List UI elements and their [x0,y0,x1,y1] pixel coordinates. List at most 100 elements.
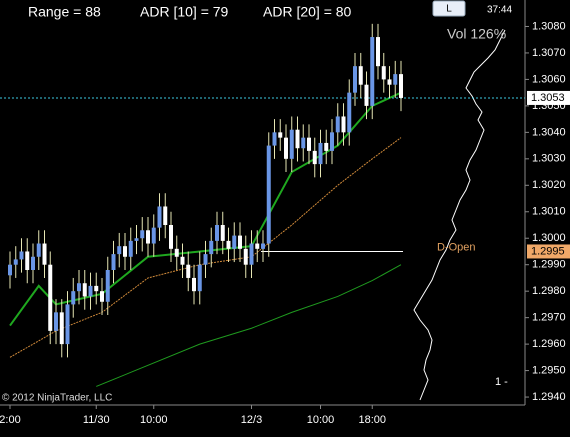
x-tick-label: 12/3 [241,414,262,426]
candle-body [376,37,380,67]
d-open-label: D-Open [437,241,476,253]
candle-body [238,235,242,249]
y-tick-label: 1.2990 [532,259,566,271]
candle-body [128,240,133,257]
candle-body [71,291,76,305]
candle-body [94,285,99,292]
y-tick-label: 1.2980 [532,285,566,297]
y-tick-label: 1.3030 [532,153,566,165]
candle-body [330,132,334,151]
candle-body [13,259,18,265]
candle-body [249,243,254,265]
timer: 37:44 [487,5,512,16]
candle-body [266,145,271,244]
d-open-box [527,244,570,259]
current-price: 1.3053 [531,92,565,104]
y-tick-label: 1.3070 [532,47,566,59]
x-tick-label: 10:00 [140,414,168,426]
candle-body [307,137,311,151]
candle-body [42,243,47,265]
candle-body [163,206,168,225]
candle-body [192,277,196,292]
y-tick-label: 1.2940 [532,391,566,403]
volume-label: Vol 126% [447,26,506,42]
candle-body [284,137,288,159]
x-tick-label: 11/30 [83,414,110,426]
candle-body [232,235,237,249]
y-tick-label: 1.3060 [532,73,566,85]
candle-body [387,79,392,85]
candle-body [255,243,260,249]
profile-label: 1 - [495,376,508,388]
candle-body [289,129,294,159]
d-open-price: 1.2995 [531,245,565,257]
candle-body [347,92,352,133]
candle-body [54,312,58,331]
candle-body [19,251,24,260]
candle-body [318,142,323,165]
candle-body [335,116,340,133]
candle-body [197,264,202,292]
candle-body [226,240,231,249]
candle-body [82,283,87,297]
candle-body [393,74,398,85]
candle-body [370,37,375,106]
candle-body [59,312,64,345]
candle-body [261,243,265,249]
candle-body [278,132,283,138]
x-tick-label: 10:00 [307,414,335,426]
x-tick-label: 2:00 [0,414,21,426]
candle-body [180,256,185,265]
candle-body [36,243,41,257]
range-label: Range = 88 [28,4,101,20]
y-tick-label: 1.3080 [532,20,566,32]
candle-body [174,248,179,257]
candle-body [8,264,12,276]
candle-body [140,230,145,239]
candle-body [169,225,173,249]
button-label[interactable]: L [446,4,452,15]
candle-body [31,256,35,270]
candle-body [203,254,208,265]
candle-body [324,142,329,151]
volume-profile [413,29,506,401]
candle-body [295,129,300,149]
candle-body [105,270,110,302]
candle-body [100,291,104,302]
candle-body [186,264,191,278]
y-tick-label: 1.3000 [532,232,566,244]
candle-body [25,251,30,270]
candle-body [215,225,219,241]
y-tick-label: 1.2960 [532,338,566,350]
candle-body [123,246,127,257]
candle-body [341,116,346,133]
candle-body [272,132,277,146]
candle-body [399,74,403,98]
candle-body [220,225,225,241]
candle-body [111,254,116,270]
moving-average [9,137,402,358]
y-tick-label: 1.3010 [532,206,566,218]
y-tick-label: 1.3040 [532,126,566,138]
x-tick-label: 18:00 [358,414,386,426]
y-tick-label: 1.3020 [532,179,566,191]
candle-body [312,150,317,165]
candle-body [301,137,306,149]
candle-body [134,238,139,241]
candle-body [65,304,70,345]
candle-body [88,285,93,297]
candle-body [48,264,53,331]
current-price-box [527,90,570,105]
candle-body [157,206,162,228]
moving-average [96,264,402,387]
candle-body [209,240,214,255]
adr20-label: ADR [20] = 80 [263,4,352,20]
y-tick-label: 1.2950 [532,364,566,376]
button[interactable] [432,0,466,17]
copyright: © 2012 NinjaTrader, LLC [2,393,112,404]
candle-body [77,283,81,292]
candle-body [243,248,248,265]
y-tick-label: 1.2970 [532,312,566,324]
